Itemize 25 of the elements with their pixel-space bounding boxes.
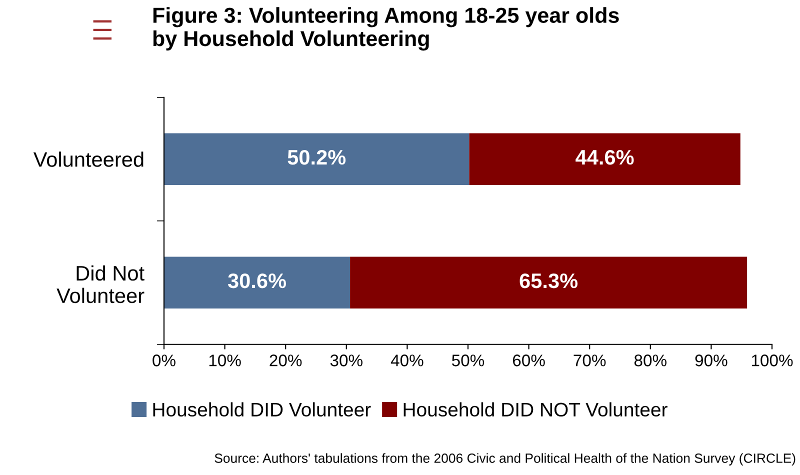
x-tick-label: 100% xyxy=(752,354,793,366)
data-label: 44.6% xyxy=(576,150,634,165)
x-tick-label: 70% xyxy=(574,354,606,366)
source-note: Source: Authors' tabulations from the 2006 Civic and Political Health of the Nation Survey (CIRCLE) xyxy=(214,453,796,466)
x-tick-label: 80% xyxy=(634,354,666,366)
legend-label: Household DID Volunteer xyxy=(153,402,371,417)
data-label: 65.3% xyxy=(520,273,578,288)
bar xyxy=(469,133,740,186)
x-tick-label: 10% xyxy=(209,354,241,366)
x-tick-label: 50% xyxy=(452,354,484,366)
x-tick-label: 20% xyxy=(270,354,302,366)
bar xyxy=(164,256,350,309)
data-label: 30.6% xyxy=(228,273,286,288)
x-tick-label: 0% xyxy=(152,354,176,366)
x-tick-label: 40% xyxy=(390,354,424,366)
x-tick-label: 30% xyxy=(330,354,362,366)
chart-title: Figure 3: Volunteering Among 18-25 year olds by Household Volunteering xyxy=(153,7,619,51)
x-tick-label: 90% xyxy=(695,354,728,366)
data-label: 50.2% xyxy=(288,150,346,165)
bar xyxy=(350,256,748,309)
y-tick-label: Volunteered xyxy=(33,152,144,167)
y-tick-label: Did Not Volunteer xyxy=(56,265,144,304)
bar xyxy=(164,133,470,186)
legend-label: Household DID NOT Volunteer xyxy=(404,402,668,417)
x-tick-label: 60% xyxy=(512,354,545,366)
